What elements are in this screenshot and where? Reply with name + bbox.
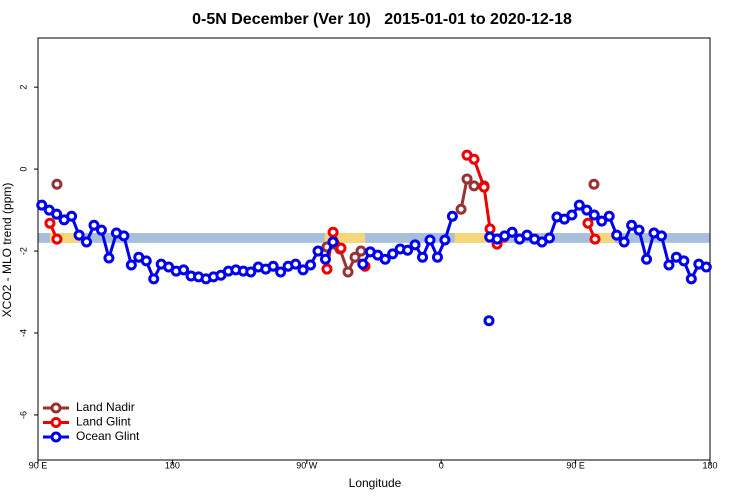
data-point <box>685 273 697 285</box>
data-point <box>290 258 302 270</box>
chart-title: 0-5N December (Ver 10) 2015-01-01 to 202… <box>192 11 572 28</box>
data-point <box>66 210 78 222</box>
data-point <box>431 251 443 263</box>
data-point <box>618 236 630 248</box>
data-point <box>267 260 279 272</box>
data-point <box>566 209 578 221</box>
data-point <box>178 264 190 276</box>
data-point <box>245 266 257 278</box>
data-point <box>478 181 490 193</box>
data-point <box>51 178 63 190</box>
legend-label: Land Nadir <box>76 400 135 414</box>
y-tick-label: -6 <box>18 411 28 419</box>
data-point <box>582 217 594 229</box>
x-tick-label: 180 <box>702 460 717 470</box>
data-point <box>148 273 160 285</box>
y-tick-label: 0 <box>18 167 28 172</box>
data-point <box>312 245 324 257</box>
data-point <box>275 266 287 278</box>
data-point <box>417 251 429 263</box>
data-point <box>297 264 309 276</box>
data-point <box>88 219 100 231</box>
data-point <box>355 245 367 257</box>
data-point <box>402 244 414 256</box>
data-point <box>655 230 667 242</box>
data-point <box>543 232 555 244</box>
data-point <box>103 252 115 264</box>
data-point <box>379 253 391 265</box>
data-point <box>596 215 608 227</box>
x-tick-label: 90 E <box>566 460 585 470</box>
legend-label: Land Glint <box>76 415 131 429</box>
data-point <box>357 258 369 270</box>
legend-marker <box>50 402 62 414</box>
data-point <box>36 199 48 211</box>
data-point <box>581 204 593 216</box>
x-tick-label: 90 W <box>296 460 318 470</box>
data-point <box>319 253 331 265</box>
data-point <box>468 180 480 192</box>
data-point <box>81 236 93 248</box>
x-tick-label: 90 E <box>29 460 48 470</box>
legend-label: Ocean Glint <box>76 429 140 443</box>
data-point <box>588 178 600 190</box>
data-point <box>461 173 473 185</box>
y-axis-label: XCO2 - MLO trend (ppm) <box>0 183 14 318</box>
data-point <box>700 261 712 273</box>
y-tick-label: -4 <box>18 329 28 337</box>
data-point <box>51 233 63 245</box>
data-point <box>140 255 152 267</box>
data-point <box>125 259 137 271</box>
data-point <box>118 230 130 242</box>
data-point <box>51 208 63 220</box>
data-point <box>387 248 399 260</box>
data-point <box>73 229 85 241</box>
y-tick-label: -2 <box>18 247 28 255</box>
land-band <box>49 233 80 243</box>
data-point <box>611 229 623 241</box>
data-point <box>589 233 601 245</box>
data-point <box>439 234 451 246</box>
x-tick-label: 0 <box>439 460 444 470</box>
data-point <box>424 234 436 246</box>
data-point <box>327 226 339 238</box>
data-point <box>483 315 495 327</box>
trend-band <box>38 233 710 243</box>
data-point <box>573 199 585 211</box>
data-point <box>409 239 421 251</box>
data-point <box>327 236 339 248</box>
data-point <box>349 251 361 263</box>
data-point <box>335 242 347 254</box>
data-point <box>446 210 458 222</box>
data-point <box>95 224 107 236</box>
data-point <box>588 209 600 221</box>
data-point <box>641 253 653 265</box>
legend-marker <box>50 417 62 428</box>
plot-frame <box>37 37 711 461</box>
y-tick-label: 2 <box>18 85 28 90</box>
data-point <box>455 203 467 215</box>
legend-marker <box>50 431 62 443</box>
x-axis-label: Longitude <box>349 476 402 490</box>
data-point <box>626 219 638 231</box>
land-band <box>324 233 366 243</box>
data-point <box>305 259 317 271</box>
data-point <box>506 226 518 238</box>
data-point <box>633 224 645 236</box>
data-point <box>603 210 615 222</box>
data-point <box>468 153 480 165</box>
data-point <box>44 217 56 229</box>
data-point <box>678 255 690 267</box>
data-point <box>663 259 675 271</box>
data-point <box>342 266 354 278</box>
data-point <box>321 263 333 275</box>
x-tick-label: 180 <box>165 460 180 470</box>
land-band <box>454 233 491 243</box>
land-band <box>590 233 615 243</box>
